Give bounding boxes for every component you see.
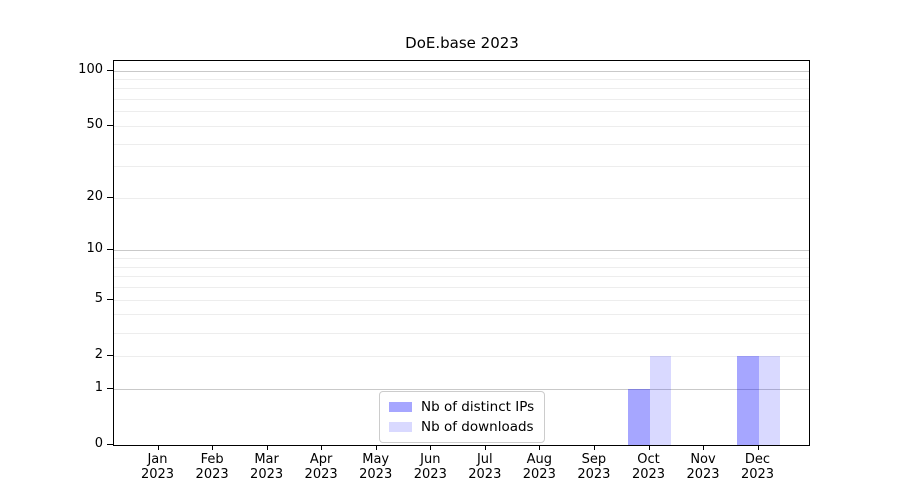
plot-area: Nb of distinct IPs Nb of downloads — [113, 60, 810, 446]
y-tick-label: 10 — [86, 241, 103, 257]
x-tick-month: Mar — [254, 452, 279, 467]
x-tick-year: 2023 — [522, 467, 556, 482]
legend-item-downloads: Nb of downloads — [389, 417, 534, 437]
gridline-minor — [114, 276, 809, 278]
y-tick-label: 100 — [78, 61, 103, 77]
gridline-major — [114, 70, 809, 72]
y-tick-mark — [107, 196, 113, 198]
y-tick-mark — [107, 124, 113, 126]
gridline-minor — [114, 355, 809, 357]
x-tick-year: 2023 — [140, 467, 175, 482]
x-tick-month: Sep — [581, 452, 607, 467]
x-tick-mark — [484, 445, 486, 450]
x-tick-year: 2023 — [740, 467, 775, 482]
x-tick-mark — [703, 445, 704, 450]
y-tick-mark — [107, 444, 113, 445]
legend-swatch-distinct-ips — [389, 402, 412, 412]
x-tick-mark — [375, 445, 377, 450]
x-tick-year: 2023 — [195, 467, 229, 482]
y-tick-mark — [107, 249, 113, 251]
x-tick-year: 2023 — [250, 467, 284, 482]
x-tick-year: 2023 — [468, 467, 502, 482]
bar-distinct-ips — [628, 388, 650, 445]
chart-title: DoE.base 2023 — [405, 34, 519, 52]
x-tick-month: Aug — [526, 452, 552, 467]
x-tick-month: Feb — [200, 452, 224, 467]
x-tick-mark — [266, 445, 268, 450]
legend-item-distinct-ips: Nb of distinct IPs — [389, 397, 534, 417]
x-tick-month: Jul — [476, 452, 493, 467]
y-tick-label: 20 — [86, 188, 103, 204]
y-tick-label: 5 — [94, 290, 103, 306]
legend-swatch-downloads — [389, 422, 412, 432]
x-tick-label: Jul 2023 — [450, 452, 520, 482]
x-tick-label: Nov 2023 — [668, 452, 738, 482]
x-tick-month: Jan — [147, 452, 168, 467]
x-tick-mark — [430, 445, 432, 450]
x-tick-label: May 2023 — [341, 452, 411, 482]
x-tick-month: May — [362, 452, 390, 467]
x-tick-year: 2023 — [686, 467, 720, 482]
gridline-minor — [114, 287, 809, 289]
x-tick-mark — [648, 445, 650, 450]
gridline-minor — [114, 143, 809, 145]
y-tick-mark — [107, 387, 113, 389]
bar-downloads — [758, 355, 780, 445]
y-tick-mark — [107, 298, 113, 300]
y-tick-label: 50 — [86, 116, 103, 132]
x-tick-label: Sep 2023 — [559, 452, 629, 482]
y-tick-mark — [107, 69, 113, 71]
y-tick-label: 2 — [94, 346, 103, 362]
legend: Nb of distinct IPs Nb of downloads — [379, 391, 546, 443]
x-tick-year: 2023 — [304, 467, 338, 482]
x-tick-year: 2023 — [577, 467, 611, 482]
x-tick-label: Oct 2023 — [614, 452, 684, 482]
y-tick-label: 1 — [94, 379, 103, 395]
x-tick-year: 2023 — [359, 467, 393, 482]
gridline-minor — [114, 266, 809, 268]
x-tick-label: Apr 2023 — [286, 452, 356, 482]
x-tick-label: Aug 2023 — [504, 452, 574, 482]
gridline-minor — [114, 299, 809, 301]
gridline-minor — [114, 111, 809, 113]
x-tick-mark — [157, 445, 159, 450]
x-tick-month: Dec — [744, 452, 771, 467]
x-tick-year: 2023 — [413, 467, 447, 482]
y-tick-mark — [107, 354, 113, 356]
gridline-minor — [114, 88, 809, 90]
gridline-minor — [114, 99, 809, 101]
x-tick-label: Mar 2023 — [232, 452, 302, 482]
gridline-major — [114, 250, 809, 252]
x-tick-label: Feb 2023 — [177, 452, 247, 482]
x-tick-label: Dec 2023 — [723, 452, 793, 482]
x-tick-month: Jun — [420, 452, 441, 467]
x-tick-year: 2023 — [631, 467, 666, 482]
x-tick-label: Jan 2023 — [123, 452, 193, 482]
x-tick-mark — [757, 445, 759, 450]
legend-label-distinct-ips: Nb of distinct IPs — [421, 399, 535, 415]
gridline-minor — [114, 258, 809, 260]
gridline-minor — [114, 79, 809, 80]
y-tick-label: 0 — [94, 436, 103, 451]
bar-distinct-ips — [737, 355, 759, 445]
gridline-minor — [114, 314, 809, 316]
x-tick-month: Oct — [637, 452, 660, 467]
gridline-minor — [114, 125, 809, 127]
x-tick-month: Apr — [309, 452, 333, 467]
bar-downloads — [649, 355, 671, 445]
legend-label-downloads: Nb of downloads — [421, 419, 534, 435]
gridline-minor — [114, 166, 809, 168]
x-tick-mark — [212, 445, 214, 450]
x-tick-label: Jun 2023 — [395, 452, 465, 482]
gridline-minor — [114, 197, 809, 199]
x-tick-mark — [321, 445, 323, 450]
x-tick-mark — [593, 445, 595, 450]
gridline-minor — [114, 332, 809, 334]
gridline-major — [114, 388, 809, 390]
x-tick-month: Nov — [690, 452, 716, 467]
x-tick-mark — [539, 445, 541, 450]
